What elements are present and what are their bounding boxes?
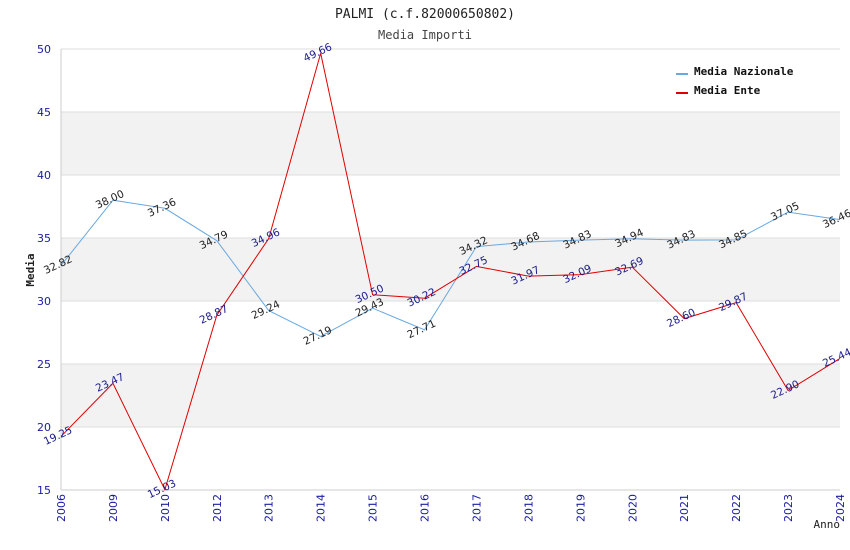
- x-tick-label: 2009: [107, 494, 120, 522]
- legend: Media Nazionale Media Ente: [676, 65, 794, 97]
- x-tick-label: 2019: [574, 494, 587, 522]
- data-label: 27.19: [302, 324, 334, 348]
- data-label: 27.71: [405, 318, 437, 342]
- legend-label-media-ente: Media Ente: [694, 84, 761, 97]
- y-tick-label: 25: [37, 358, 51, 371]
- x-axis-ticks: 2006 2009 2010 2012 2013 2014 2015 2016 2017 2018…: [55, 494, 847, 522]
- chart-subtitle: Media Importi: [378, 28, 472, 42]
- x-tick-label: 2017: [470, 494, 483, 522]
- chart-title: PALMI (c.f.82000650802): [335, 7, 515, 22]
- y-tick-label: 15: [37, 484, 51, 497]
- y-tick-label: 40: [37, 169, 51, 182]
- y-tick-label: 50: [37, 43, 51, 56]
- data-label: 38.00: [94, 188, 126, 212]
- y-tick-label: 35: [37, 232, 51, 245]
- x-tick-label: 2014: [315, 494, 328, 522]
- x-tick-label: 2020: [626, 494, 639, 522]
- data-label: 49.66: [302, 41, 335, 65]
- series-layer: [60, 53, 841, 491]
- data-label: 28.87: [198, 303, 230, 327]
- x-axis-label: Anno: [814, 518, 841, 531]
- x-tick-label: 2012: [211, 494, 224, 522]
- x-tick-label: 2006: [55, 494, 68, 522]
- x-tick-label: 2010: [159, 494, 172, 522]
- x-tick-label: 2018: [522, 494, 535, 522]
- y-tick-label: 20: [37, 421, 51, 434]
- y-tick-label: 30: [37, 295, 51, 308]
- series-line-media-ente: [60, 53, 841, 491]
- grid-band: [61, 112, 840, 175]
- series-line-media-nazionale: [60, 199, 841, 337]
- x-tick-label: 2023: [782, 494, 795, 522]
- y-axis-label: Media: [24, 253, 37, 286]
- y-tick-label: 45: [37, 106, 51, 119]
- data-label: 28.60: [665, 306, 697, 330]
- data-label: 29.24: [250, 298, 283, 322]
- grid-band: [61, 238, 840, 301]
- data-label: 36.46: [821, 207, 850, 231]
- data-label: 37.36: [146, 196, 179, 220]
- grid-bands: [61, 112, 840, 427]
- data-label: 37.05: [769, 200, 801, 224]
- x-tick-label: 2021: [678, 494, 691, 522]
- grid-band: [61, 364, 840, 427]
- x-tick-label: 2015: [367, 494, 380, 522]
- x-tick-label: 2022: [730, 494, 743, 522]
- x-tick-label: 2024: [834, 494, 847, 522]
- y-axis-ticks: 15 20 25 30 35 40 45 50: [37, 43, 51, 497]
- legend-label-media-nazionale: Media Nazionale: [694, 65, 794, 78]
- x-tick-label: 2013: [263, 494, 276, 522]
- x-tick-label: 2016: [419, 494, 432, 522]
